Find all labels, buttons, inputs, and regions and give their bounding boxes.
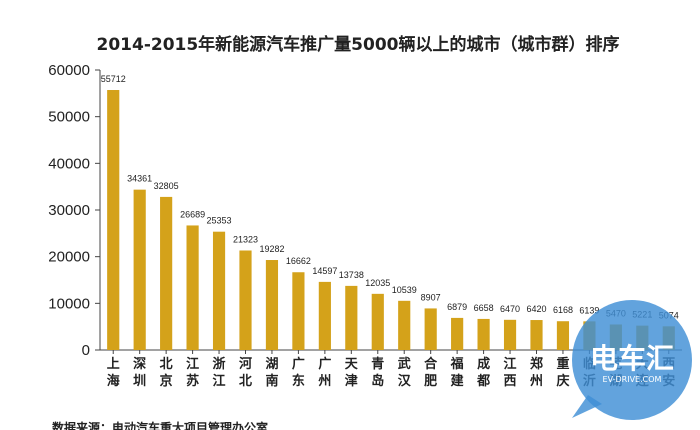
- bar: [451, 317, 464, 350]
- bar: [239, 250, 252, 350]
- category-label: 合肥: [424, 356, 438, 389]
- category-label: 江西: [504, 356, 517, 389]
- data-label: 25353: [207, 216, 232, 226]
- bar: [186, 225, 199, 350]
- bar: [424, 308, 437, 350]
- data-label: 55712: [101, 74, 126, 84]
- data-label: 34361: [127, 174, 152, 184]
- category-label: 郑州: [529, 356, 543, 389]
- watermark-tail: [572, 395, 602, 418]
- watermark-subtext: EV-DRIVE.COM: [603, 375, 662, 384]
- category-label: 北京: [160, 357, 173, 389]
- bar: [160, 196, 173, 350]
- category-label: 福建: [450, 356, 464, 389]
- y-axis: 0 10000 20000 30000 40000 50000 60000: [48, 62, 101, 359]
- y-tick-label: 50000: [48, 109, 90, 126]
- bar: [530, 320, 543, 350]
- data-label: 6139: [579, 305, 599, 315]
- data-label: 13738: [339, 270, 364, 280]
- bar: [556, 321, 570, 350]
- watermark-circle: [572, 300, 692, 420]
- category-label: 成都: [476, 356, 490, 389]
- data-label: 32805: [154, 181, 179, 191]
- data-label: 10539: [392, 285, 417, 295]
- category-label: 浙江: [213, 356, 226, 389]
- data-label: 6420: [526, 304, 546, 314]
- data-label: 21323: [233, 234, 258, 244]
- bar: [345, 285, 358, 350]
- bar: [398, 300, 411, 350]
- y-tick-label: 10000: [48, 295, 90, 312]
- category-label: 武汉: [398, 356, 412, 389]
- data-label: 6470: [500, 304, 520, 314]
- category-label: 广东: [292, 356, 305, 389]
- y-tick-label: 20000: [48, 249, 90, 266]
- data-label: 14597: [312, 266, 337, 276]
- bar: [371, 293, 384, 350]
- category-label: 江苏: [186, 356, 199, 389]
- bars: [107, 90, 675, 350]
- category-label: 青岛: [371, 356, 384, 389]
- data-label: 6879: [447, 302, 467, 312]
- bar: [503, 319, 517, 350]
- category-label: 广州: [317, 356, 331, 389]
- watermark-text: 电车汇: [590, 342, 674, 375]
- y-tick-label: 40000: [48, 155, 90, 172]
- category-label: 天津: [345, 357, 359, 389]
- category-label: 重庆: [555, 356, 569, 389]
- category-label: 上海: [107, 357, 120, 389]
- data-label: 6658: [474, 303, 494, 313]
- bar: [133, 189, 146, 350]
- y-tick-label: 60000: [48, 62, 90, 79]
- data-label: 12035: [365, 278, 390, 288]
- chart-title: 2014-2015年新能源汽车推广量5000辆以上的城市（城市群）排序: [97, 34, 620, 55]
- y-tick-label: 0: [82, 342, 90, 359]
- bar: [477, 318, 490, 350]
- y-tick-label: 30000: [48, 202, 90, 219]
- data-label: 16662: [286, 256, 311, 266]
- data-label: 26689: [180, 209, 205, 219]
- data-label: 6168: [553, 305, 573, 315]
- source-note: 数据来源：电动汽车重大项目管理办公室: [52, 420, 268, 430]
- bar: [292, 272, 305, 350]
- bar: [107, 90, 120, 350]
- category-label: 河北: [239, 356, 252, 389]
- category-label: 深圳: [133, 356, 146, 389]
- bar: [318, 281, 331, 350]
- bar: [265, 260, 279, 350]
- data-label: 19282: [259, 244, 284, 254]
- bar: [212, 231, 226, 350]
- category-label: 湖南: [265, 357, 278, 389]
- data-label: 8907: [421, 292, 441, 302]
